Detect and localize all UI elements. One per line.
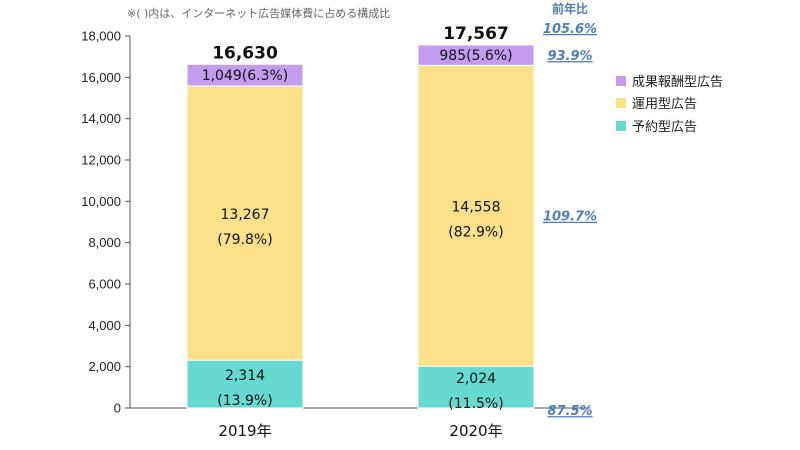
legend-swatch	[616, 76, 626, 86]
legend-label: 予約型広告	[632, 120, 697, 135]
y-tick-label: 16,000	[81, 70, 121, 85]
segment-share-label: (13.9%)	[217, 393, 272, 409]
category-label: 2020年	[449, 422, 502, 440]
bar-segment	[417, 44, 535, 66]
y-tick-label: 2,000	[88, 359, 121, 374]
bar-segment	[186, 85, 304, 361]
segment-share-label: (79.8%)	[217, 232, 272, 248]
yoy-series-label: 93.9%	[547, 49, 592, 64]
y-tick-label: 4,000	[88, 318, 121, 333]
segment-value-label: 1,049(6.3%)	[202, 68, 289, 84]
bar-segment	[186, 63, 304, 87]
segment-value-label: 14,558	[452, 200, 501, 216]
total-label: 16,630	[212, 43, 278, 63]
y-tick-label: 18,000	[81, 29, 121, 44]
segment-value-label: 2,024	[456, 371, 496, 387]
yoy-header: 前年比	[552, 1, 588, 16]
total-label: 17,567	[443, 24, 509, 44]
bar-segment	[417, 365, 535, 409]
y-tick-label: 0	[114, 401, 121, 416]
segment-value-label: 2,314	[225, 368, 265, 384]
bar-segment	[417, 64, 535, 367]
y-tick-label: 14,000	[81, 111, 121, 126]
category-label: 2019年	[218, 422, 271, 440]
y-tick-label: 8,000	[88, 235, 121, 250]
note-text: ※( )内は、インターネット広告媒体費に占める構成比	[127, 6, 390, 20]
yoy-total-label: 105.6%	[543, 22, 597, 37]
legend-swatch	[616, 98, 626, 108]
yoy-series-label: 87.5%	[547, 404, 592, 419]
legend-label: 運用型広告	[632, 97, 697, 112]
segment-share-label: (11.5%)	[448, 396, 503, 412]
legend-swatch	[616, 121, 626, 131]
segment-value-label: 985(5.6%)	[439, 48, 512, 64]
y-tick-label: 10,000	[81, 194, 121, 209]
legend-label: 成果報酬型広告	[632, 75, 723, 90]
segment-share-label: (82.9%)	[448, 225, 503, 241]
yoy-series-label: 109.7%	[543, 210, 597, 225]
y-tick-label: 6,000	[88, 277, 121, 292]
y-tick-label: 12,000	[81, 153, 121, 168]
bar-segment	[186, 359, 304, 409]
segment-value-label: 13,267	[221, 207, 270, 223]
